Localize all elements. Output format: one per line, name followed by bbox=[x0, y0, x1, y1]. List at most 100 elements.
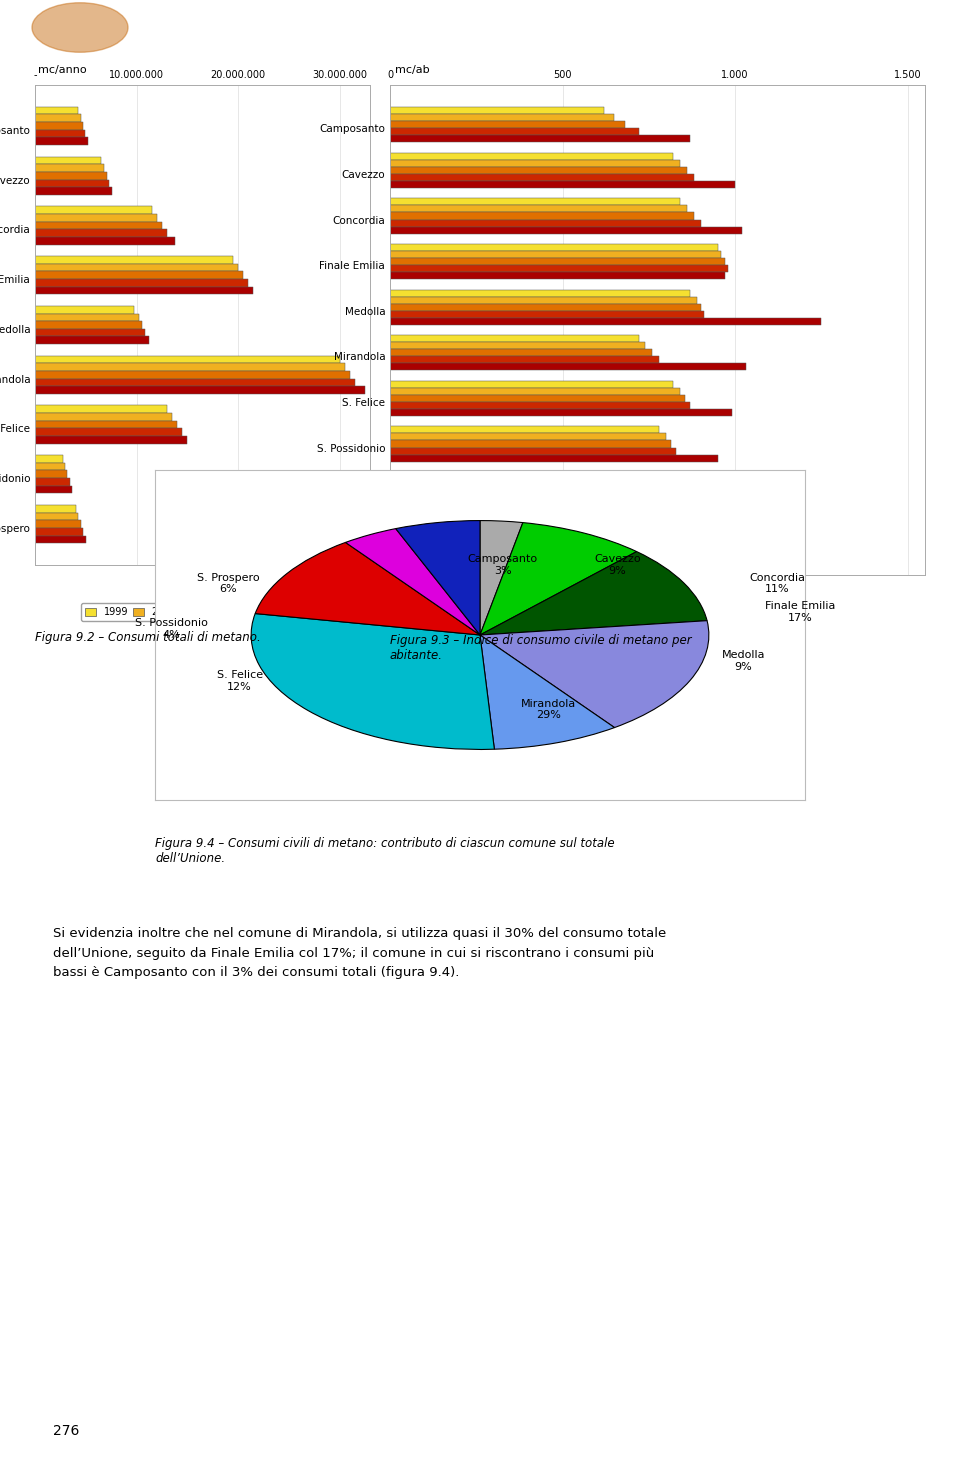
Bar bbox=[35, 114, 81, 122]
Ellipse shape bbox=[32, 3, 128, 53]
Text: Camposanto
3%: Camposanto 3% bbox=[468, 555, 538, 575]
Bar bbox=[390, 272, 725, 280]
Bar bbox=[35, 256, 233, 264]
Text: S. Possidonio
4%: S. Possidonio 4% bbox=[134, 618, 207, 640]
Bar bbox=[35, 329, 145, 337]
Bar bbox=[390, 388, 680, 395]
Bar bbox=[390, 303, 701, 310]
Wedge shape bbox=[480, 621, 708, 728]
Wedge shape bbox=[252, 613, 494, 750]
Bar bbox=[35, 164, 104, 171]
Bar bbox=[390, 441, 671, 448]
Wedge shape bbox=[346, 529, 480, 635]
Bar bbox=[390, 546, 721, 553]
Bar bbox=[35, 214, 156, 221]
Text: 9. CONSUMI ENERGETICI: 9. CONSUMI ENERGETICI bbox=[184, 19, 431, 37]
Bar bbox=[390, 479, 621, 486]
Bar bbox=[390, 290, 690, 297]
Text: 276: 276 bbox=[53, 1423, 79, 1438]
Bar bbox=[35, 157, 101, 164]
Bar bbox=[35, 520, 81, 529]
Bar bbox=[390, 350, 653, 356]
Bar bbox=[35, 505, 76, 512]
Bar bbox=[35, 356, 340, 363]
Bar bbox=[390, 395, 685, 403]
Bar bbox=[35, 206, 152, 214]
Bar bbox=[35, 379, 355, 386]
Bar bbox=[390, 343, 645, 350]
Bar bbox=[35, 321, 141, 329]
Bar bbox=[35, 470, 67, 479]
Wedge shape bbox=[396, 521, 480, 635]
Bar bbox=[390, 167, 686, 174]
Bar bbox=[390, 539, 685, 546]
Bar bbox=[35, 237, 175, 244]
Bar bbox=[35, 486, 72, 493]
Bar bbox=[35, 479, 69, 486]
Wedge shape bbox=[480, 523, 636, 635]
Bar bbox=[390, 129, 638, 135]
Bar bbox=[390, 318, 822, 325]
Bar bbox=[35, 363, 345, 370]
Bar bbox=[35, 429, 182, 436]
Bar bbox=[35, 512, 78, 520]
Bar bbox=[390, 244, 718, 252]
Bar bbox=[35, 138, 87, 145]
Text: Cavezzo
9%: Cavezzo 9% bbox=[594, 555, 640, 575]
Bar bbox=[35, 280, 249, 287]
Bar bbox=[390, 471, 614, 479]
Bar bbox=[390, 363, 746, 370]
Bar bbox=[390, 381, 673, 388]
Wedge shape bbox=[255, 543, 480, 635]
Bar bbox=[35, 221, 162, 230]
Bar bbox=[35, 264, 238, 271]
Bar bbox=[35, 406, 167, 413]
Bar bbox=[390, 212, 694, 220]
Text: mc/ab: mc/ab bbox=[396, 66, 430, 75]
Bar bbox=[390, 220, 701, 227]
Wedge shape bbox=[480, 552, 708, 635]
Text: Mirandola
29%: Mirandola 29% bbox=[521, 698, 576, 720]
Bar bbox=[390, 107, 604, 114]
Bar bbox=[35, 306, 134, 313]
Bar bbox=[390, 122, 625, 129]
Text: Figura 9.3 – Indice di consumo civile di metano per
abitante.: Figura 9.3 – Indice di consumo civile di… bbox=[390, 634, 691, 662]
Bar bbox=[35, 463, 65, 470]
Text: Medolla
9%: Medolla 9% bbox=[722, 650, 765, 672]
Bar bbox=[35, 413, 172, 420]
Text: Si evidenzia inoltre che nel comune di Mirandola, si utilizza quasi il 30% del c: Si evidenzia inoltre che nel comune di M… bbox=[53, 927, 666, 979]
Legend: 1.999, 2.000, 2.001, 2.002, 2.003: 1.999, 2.000, 2.001, 2.002, 2.003 bbox=[529, 615, 786, 632]
Bar bbox=[35, 187, 112, 195]
Bar bbox=[390, 448, 677, 454]
Bar bbox=[390, 135, 690, 142]
Bar bbox=[390, 426, 660, 433]
Text: Finale Emilia
17%: Finale Emilia 17% bbox=[765, 602, 835, 622]
Bar bbox=[390, 408, 732, 416]
Bar bbox=[35, 271, 243, 280]
Bar bbox=[390, 199, 680, 205]
Bar bbox=[390, 493, 638, 501]
Bar bbox=[35, 287, 253, 294]
Bar bbox=[390, 518, 666, 524]
Bar bbox=[390, 160, 680, 167]
Bar bbox=[390, 335, 638, 343]
Text: Figura 9.2 – Consumi totali di metano.: Figura 9.2 – Consumi totali di metano. bbox=[35, 631, 261, 644]
Wedge shape bbox=[480, 521, 523, 635]
Bar bbox=[35, 122, 83, 130]
Bar bbox=[35, 313, 138, 321]
Bar bbox=[35, 180, 109, 187]
Bar bbox=[35, 130, 84, 138]
Bar bbox=[390, 501, 735, 507]
Bar bbox=[35, 536, 85, 543]
Text: Concordia
11%: Concordia 11% bbox=[750, 572, 805, 594]
Bar bbox=[35, 337, 149, 344]
Bar bbox=[390, 258, 725, 265]
Bar bbox=[35, 455, 63, 463]
Text: mc/anno: mc/anno bbox=[38, 66, 87, 76]
Bar bbox=[35, 529, 83, 536]
Bar bbox=[390, 152, 673, 160]
Bar bbox=[390, 182, 735, 187]
Legend: 1999, 2000, 2001, 2002, 2003: 1999, 2000, 2001, 2002, 2003 bbox=[82, 603, 324, 621]
Bar bbox=[390, 227, 742, 234]
Text: S. Felice
12%: S. Felice 12% bbox=[217, 671, 263, 691]
